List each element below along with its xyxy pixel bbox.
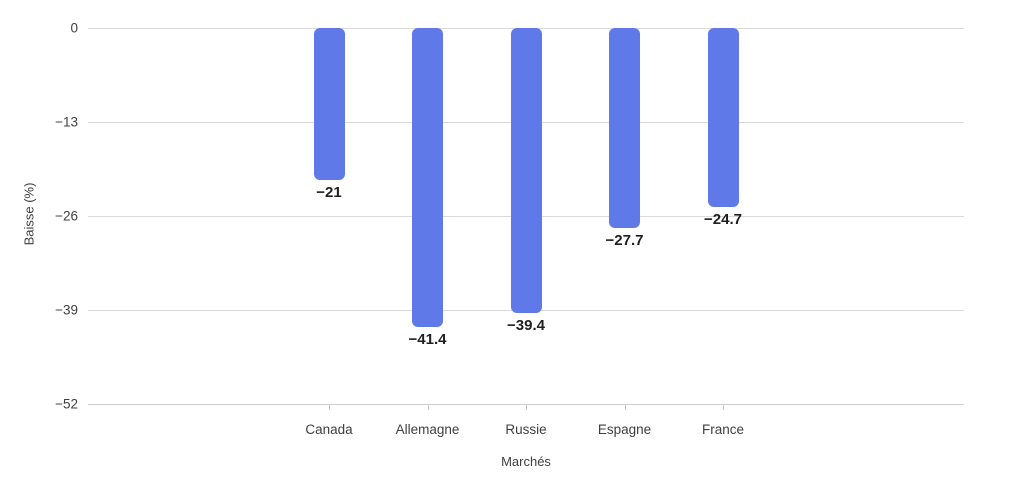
x-category-label: Russie: [505, 422, 547, 437]
bar-value-label: −24.7: [704, 210, 742, 228]
y-tick-label: −39: [55, 302, 78, 318]
x-axis-title: Marchés: [501, 454, 551, 469]
bar-canada: [313, 28, 345, 180]
bar-value-label: −27.7: [605, 232, 644, 250]
x-tick-mark: [427, 405, 429, 410]
x-category-label: France: [701, 422, 745, 437]
bar-value-label: −21: [316, 183, 342, 201]
bar-france: [707, 28, 739, 207]
bar-espagne: [609, 28, 640, 229]
x-category-label: Canada: [305, 422, 353, 437]
y-tick-label: −13: [55, 114, 78, 130]
bar-allemagne: [412, 28, 443, 328]
bar-russie: [510, 28, 542, 313]
x-tick-mark: [526, 405, 527, 410]
y-tick-label: −26: [55, 208, 78, 224]
y-tick-label: −52: [55, 396, 78, 412]
bar-value-label: −41.4: [408, 331, 447, 349]
x-tick-mark: [723, 405, 724, 410]
x-tick-mark: [329, 405, 330, 410]
x-category-label: Allemagne: [395, 422, 460, 437]
x-axis-line: [88, 404, 964, 405]
x-category-label: Espagne: [597, 422, 652, 437]
bar-value-label: −39.4: [507, 316, 545, 334]
x-tick-mark: [624, 405, 626, 410]
y-tick-label: 0: [70, 20, 78, 36]
y-axis-title: Baisse (%): [21, 182, 37, 246]
